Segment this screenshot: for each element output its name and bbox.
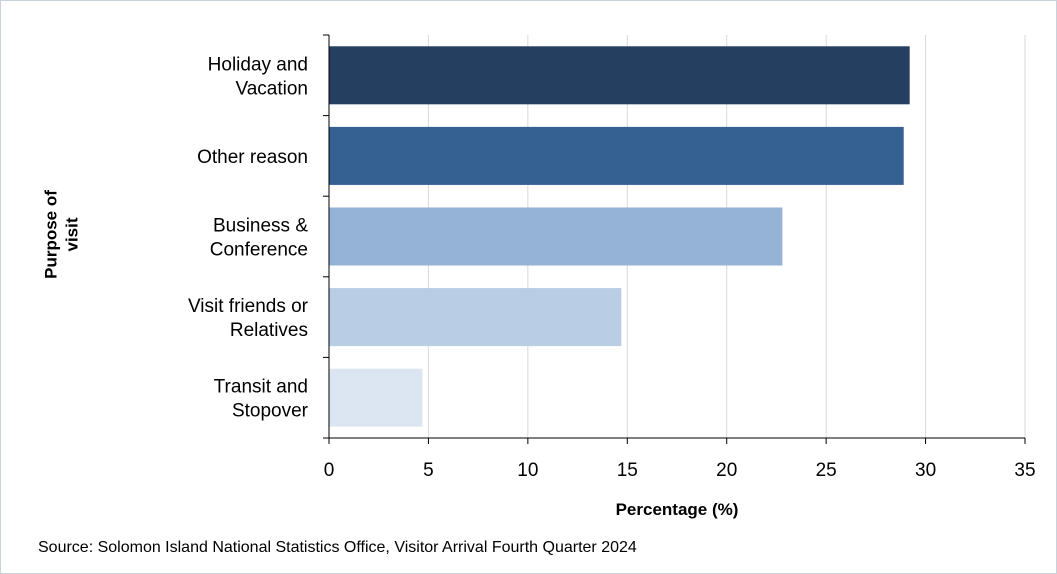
category-label: Visit friends or xyxy=(188,296,309,317)
x-tick-label: 15 xyxy=(617,460,638,481)
y-axis: Holiday and Vacation Other reason Business … xyxy=(188,34,330,439)
category-label: Holiday and xyxy=(208,54,308,75)
bar xyxy=(329,288,622,347)
y-axis-title-line: visit xyxy=(63,217,82,251)
x-tick-label: 5 xyxy=(423,460,434,481)
x-tick-label: 35 xyxy=(1014,460,1035,481)
y-axis-title-line: Purpose of xyxy=(42,190,61,279)
source-note: Source: Solomon Island National Statisti… xyxy=(38,539,637,556)
y-axis-title: Purpose of visit xyxy=(42,190,82,279)
category-label: Transit and xyxy=(214,377,308,398)
category-label: Relatives xyxy=(230,320,308,341)
category-label: Conference xyxy=(210,240,308,261)
x-axis: 0 5 10 15 20 25 30 35 xyxy=(324,437,1036,481)
x-tick-label: 10 xyxy=(517,460,538,481)
bars xyxy=(329,46,910,427)
category-label: Other reason xyxy=(197,147,308,168)
category-label: Business & xyxy=(213,216,308,237)
x-tick-label: 0 xyxy=(324,460,335,481)
bar xyxy=(329,207,783,266)
x-tick-label: 30 xyxy=(915,460,936,481)
category-label: Vacation xyxy=(235,78,308,99)
bar xyxy=(329,46,910,105)
category-label: Stopover xyxy=(232,401,309,422)
bar xyxy=(329,368,423,427)
bar xyxy=(329,126,904,185)
x-tick-label: 20 xyxy=(716,460,737,481)
x-axis-title: Percentage (%) xyxy=(616,500,739,519)
x-tick-label: 25 xyxy=(816,460,837,481)
